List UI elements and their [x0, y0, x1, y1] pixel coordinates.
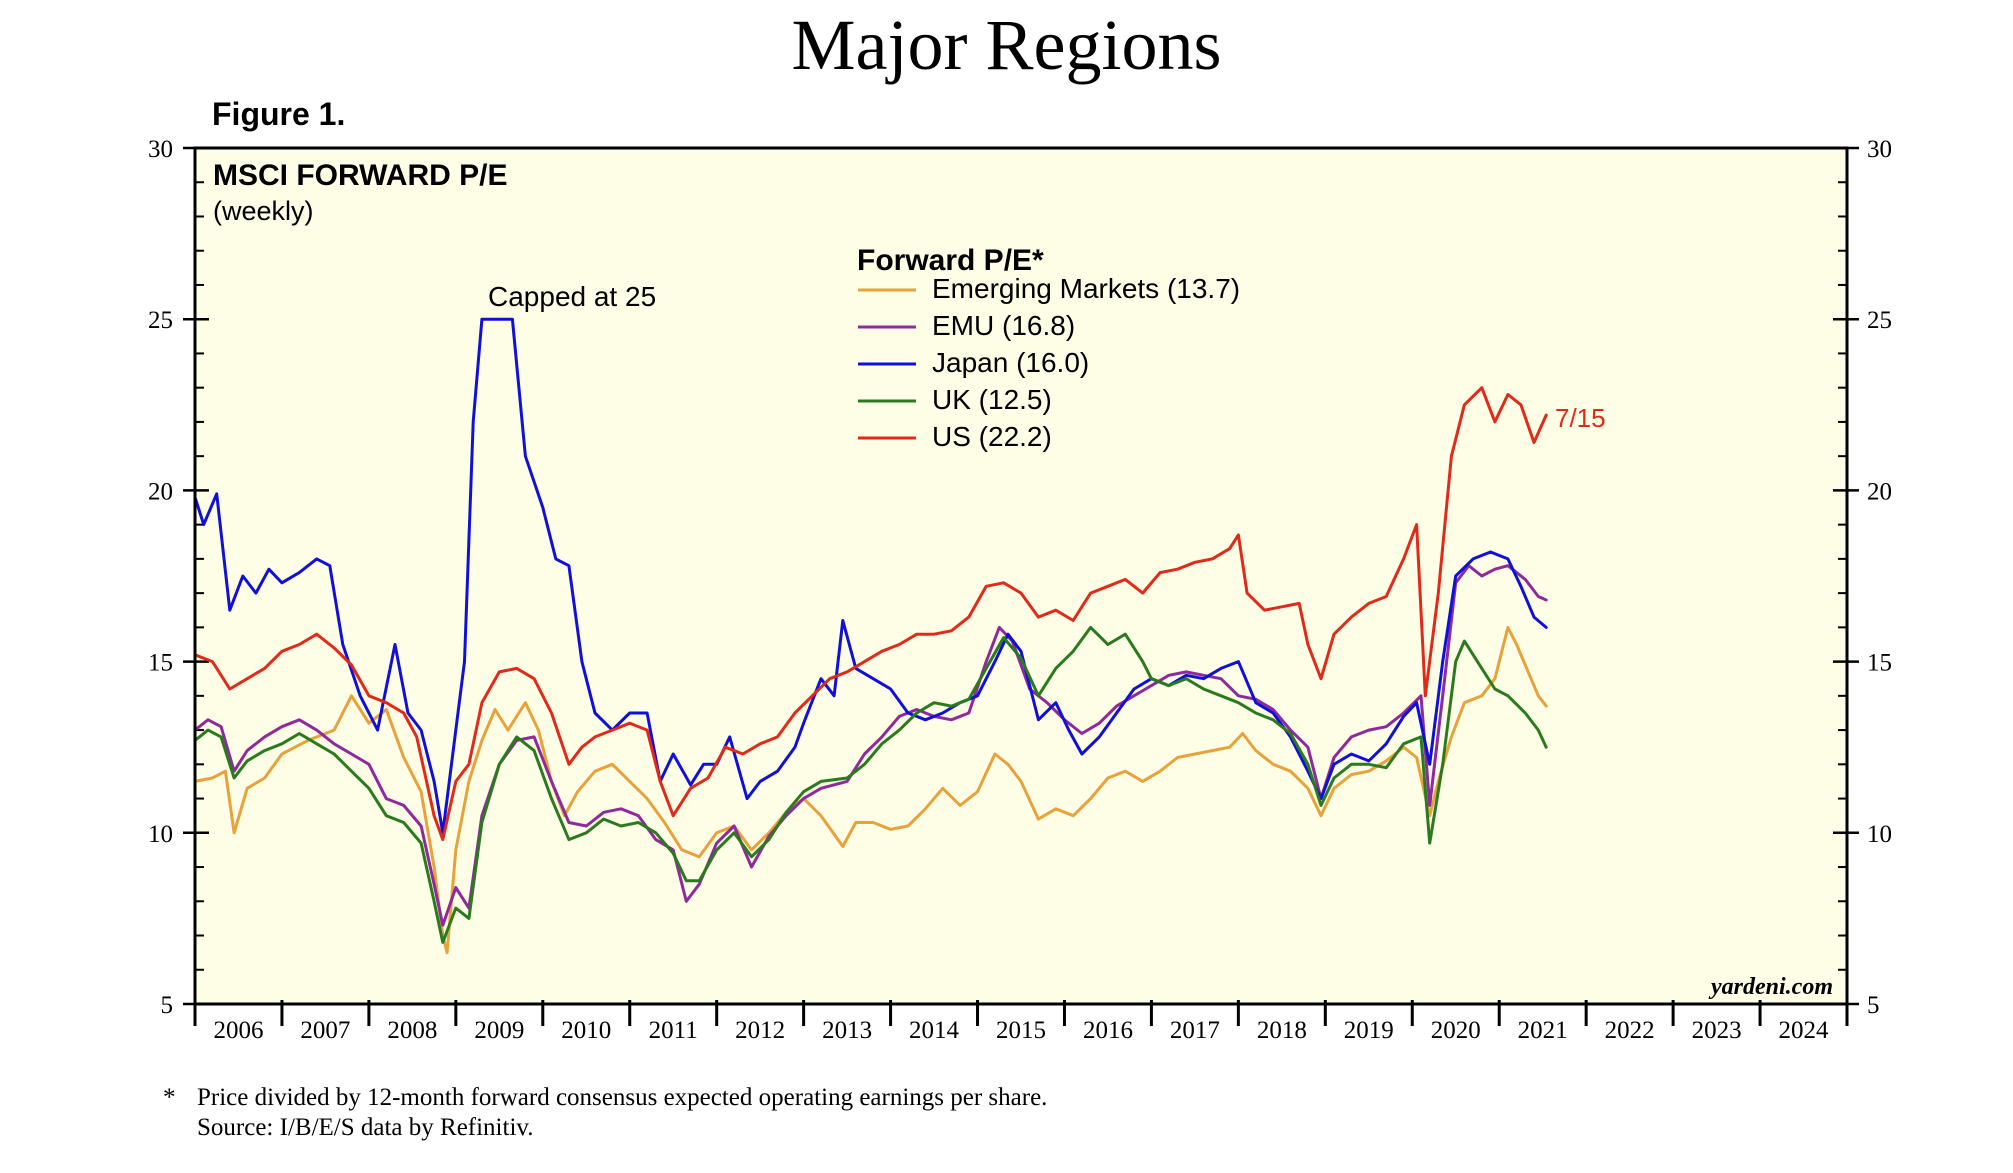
series-line-1 — [193, 564, 1548, 927]
x-tick-label: 2018 — [1257, 1017, 1307, 1044]
y-tick-label-right: 25 — [1867, 307, 1892, 334]
source-text: Source: I/B/E/S data by Refinitiv. — [197, 1114, 534, 1141]
y-tick-label-left: 10 — [148, 821, 173, 848]
x-tick-label: 2007 — [300, 1017, 350, 1044]
y-tick-label-left: 30 — [148, 136, 173, 163]
x-tick-label: 2009 — [474, 1017, 524, 1044]
x-tick-label: 2013 — [822, 1017, 872, 1044]
x-tick-label: 2010 — [561, 1017, 611, 1044]
credit-label: yardeni.com — [1708, 974, 1833, 1000]
legend-label: Japan (16.0) — [932, 347, 1089, 378]
source-line: Source: I/B/E/S data by Refinitiv. — [163, 1113, 1047, 1143]
chart-subtitle: (weekly) — [213, 196, 314, 226]
page-title: Major Regions — [791, 5, 1222, 85]
figure-label: Figure 1. — [212, 96, 346, 132]
y-tick-label-left: 25 — [148, 307, 173, 334]
x-tick-label: 2019 — [1344, 1017, 1394, 1044]
x-tick-label: 2006 — [213, 1017, 263, 1044]
legend-title: Forward P/E* — [857, 244, 1044, 277]
footnote-line: * Price divided by 12-month forward conse… — [163, 1083, 1047, 1113]
plot-background — [195, 148, 1847, 1004]
y-tick-label-right: 5 — [1867, 992, 1880, 1019]
capped-annotation: Capped at 25 — [488, 281, 656, 312]
x-tick-label: 2011 — [649, 1017, 698, 1044]
y-tick-label-right: 15 — [1867, 650, 1892, 677]
end-date-label: 7/15 — [1555, 403, 1606, 433]
x-tick-label: 2012 — [735, 1017, 785, 1044]
x-axis-ticks: 2006 2007 2008 2009 2010 2011 2012 2013 2014 2015… — [193, 1000, 1849, 1044]
series-lines — [193, 317, 1548, 955]
x-tick-label: 2023 — [1692, 1017, 1742, 1044]
y-tick-label-right: 30 — [1867, 136, 1892, 163]
series-line-3 — [193, 625, 1548, 944]
x-tick-label: 2008 — [387, 1017, 437, 1044]
x-tick-label: 2014 — [909, 1017, 960, 1044]
x-tick-label: 2021 — [1518, 1017, 1568, 1044]
legend-label: EMU (16.8) — [932, 310, 1075, 341]
legend-label: UK (12.5) — [932, 384, 1052, 415]
x-tick-label: 2024 — [1779, 1017, 1830, 1044]
footnote: * Price divided by 12-month forward conse… — [163, 1083, 1047, 1143]
y-tick-label-left: 20 — [148, 478, 173, 505]
footnote-marker: * — [163, 1084, 176, 1111]
x-tick-label: 2020 — [1431, 1017, 1481, 1044]
y-tick-label-right: 10 — [1867, 821, 1892, 848]
x-tick-label: 2022 — [1605, 1017, 1655, 1044]
x-tick-label: 2017 — [1170, 1017, 1220, 1044]
y-tick-label-left: 15 — [148, 650, 173, 677]
chart-title: MSCI FORWARD P/E — [213, 159, 507, 192]
y-tick-label-left: 5 — [161, 992, 174, 1019]
x-tick-label: 2015 — [996, 1017, 1046, 1044]
legend: Emerging Markets (13.7) EMU (16.8) Japan (… — [858, 273, 1240, 452]
x-tick-label: 2016 — [1083, 1017, 1133, 1044]
legend-label: Emerging Markets (13.7) — [932, 273, 1240, 304]
legend-label: US (22.2) — [932, 421, 1052, 452]
series-line-4 — [193, 386, 1548, 842]
y-tick-label-right: 20 — [1867, 478, 1892, 505]
footnote-text: Price divided by 12-month forward consen… — [197, 1084, 1048, 1111]
plot-frame — [193, 146, 1849, 1006]
